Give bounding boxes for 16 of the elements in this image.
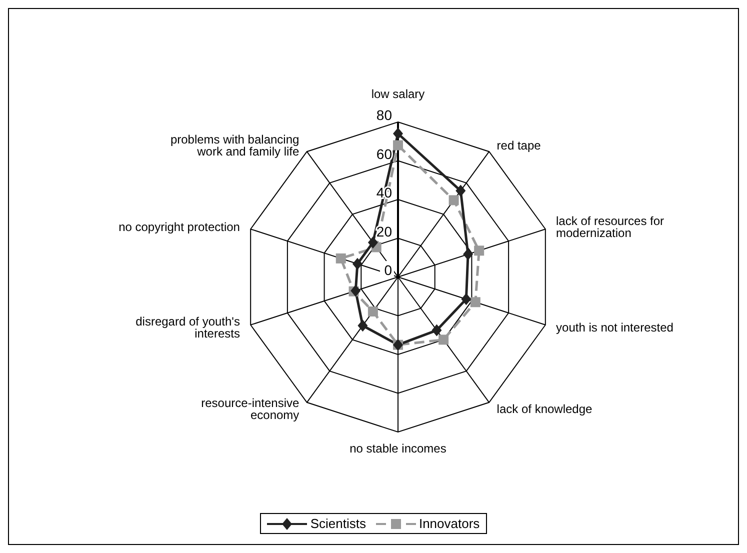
legend-label: Innovators [418, 516, 480, 531]
spoke-label: disregard of youth's interests [136, 314, 240, 341]
spoke-label: lack of resources for modernization [556, 214, 664, 240]
y-tick-label: 80 [376, 107, 392, 123]
legend-label: Scientists [309, 516, 366, 531]
spoke-label: low salary [371, 87, 425, 101]
spoke-label: youth is not interested [556, 320, 674, 335]
spoke-label: no stable incomes [350, 442, 446, 456]
y-tick-label: 60 [376, 146, 392, 162]
spoke-label: problems with balancing work and family life [170, 132, 300, 158]
y-tick-label: 0 [384, 262, 392, 278]
spoke-label: no copyright protection [118, 220, 240, 234]
spoke-label: resource-intensive economy [201, 396, 300, 422]
spoke-label: lack of knowledge [496, 402, 593, 416]
y-tick-label: 20 [376, 223, 392, 240]
spoke-label: red tape [496, 138, 542, 152]
